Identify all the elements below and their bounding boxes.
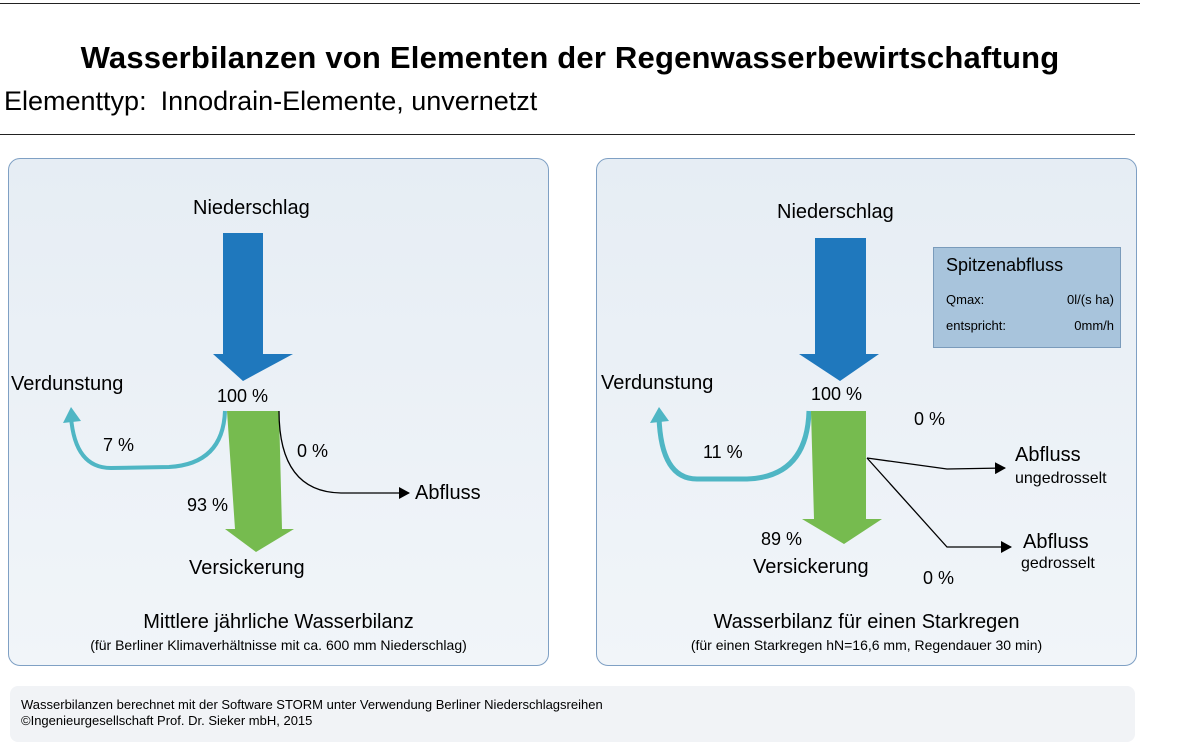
evaporation-arrow-head bbox=[650, 407, 669, 423]
heavy-rain-balance-panel: Niederschlag 100 % Verdunstung 11 % 0 % … bbox=[596, 158, 1137, 666]
runoff-unthrottled-label: Abfluss bbox=[1015, 444, 1081, 466]
infiltration-arrow bbox=[802, 411, 882, 544]
heavy-rain-caption-note: (für einen Starkregen hN=16,6 mm, Regend… bbox=[690, 637, 1043, 653]
precipitation-percent: 100 % bbox=[811, 384, 863, 404]
footer-line-1: Wasserbilanzen berechnet mit der Softwar… bbox=[21, 697, 603, 712]
evaporation-label: Verdunstung bbox=[601, 372, 714, 394]
evaporation-arrow bbox=[69, 410, 227, 471]
runoff-throttled-sub: gedrosselt bbox=[1021, 555, 1095, 572]
infiltration-percent: 93 % bbox=[187, 495, 229, 515]
qmax-label: Qmax: bbox=[946, 292, 985, 307]
element-type-label: Elementtyp: bbox=[4, 86, 147, 116]
page-title: Wasserbilanzen von Elementen der Regenwa… bbox=[80, 40, 1060, 75]
runoff-line bbox=[278, 410, 410, 499]
annual-flow-diagram bbox=[63, 233, 410, 552]
evaporation-percent: 7 % bbox=[103, 435, 135, 455]
infiltration-label: Versickerung bbox=[753, 556, 869, 578]
precipitation-arrow bbox=[799, 238, 879, 381]
top-rule bbox=[0, 3, 1140, 4]
equivalent-value: 0mm/h bbox=[1074, 318, 1114, 333]
precipitation-label: Niederschlag bbox=[777, 201, 894, 223]
annual-caption-note: (für Berliner Klimaverhältnisse mit ca. … bbox=[90, 637, 467, 653]
infiltration-percent: 89 % bbox=[761, 529, 803, 549]
runoff-label: Abfluss bbox=[415, 482, 481, 504]
heavy-rain-flow-diagram bbox=[650, 238, 1012, 553]
annual-balance-panel: Niederschlag 100 % Verdunstung 7 % 0 % A… bbox=[8, 158, 549, 666]
infiltration-arrow bbox=[225, 411, 294, 552]
qmax-value: 0l/(s ha) bbox=[1067, 292, 1114, 307]
header-rule bbox=[0, 134, 1135, 135]
heavy-rain-caption-title: Wasserbilanz für einen Starkregen bbox=[713, 611, 1020, 633]
evaporation-label: Verdunstung bbox=[11, 373, 124, 395]
evaporation-arrow-head bbox=[63, 407, 81, 423]
infiltration-label: Versickerung bbox=[189, 557, 305, 579]
runoff-unthrottled-sub: ungedrosselt bbox=[1015, 470, 1107, 487]
footer-note: Wasserbilanzen berechnet mit der Softwar… bbox=[10, 686, 1135, 742]
footer-line-2: ©Ingenieurgesellschaft Prof. Dr. Sieker … bbox=[21, 713, 313, 728]
element-type-value: Innodrain-Elemente, unvernetzt bbox=[160, 86, 538, 116]
precipitation-arrow bbox=[213, 233, 293, 381]
precipitation-percent: 100 % bbox=[217, 386, 269, 406]
peak-runoff-box: Spitzenabfluss Qmax: 0l/(s ha) entsprich… bbox=[933, 247, 1121, 348]
runoff-throttled-label: Abfluss bbox=[1023, 531, 1089, 553]
precipitation-label: Niederschlag bbox=[193, 197, 310, 219]
evaporation-arrow bbox=[656, 410, 812, 482]
evaporation-percent: 11 % bbox=[703, 442, 743, 462]
runoff-percent: 0 % bbox=[297, 441, 329, 461]
runoff-unthrottled-line bbox=[866, 457, 1006, 475]
runoff-throttled-line bbox=[866, 457, 1012, 553]
element-type-line: Elementtyp: Innodrain-Elemente, unvernetz… bbox=[4, 86, 537, 117]
peak-runoff-title: Spitzenabfluss bbox=[946, 255, 1064, 275]
runoff-unthrottled-percent: 0 % bbox=[914, 409, 946, 429]
runoff-throttled-percent: 0 % bbox=[923, 568, 955, 588]
annual-caption-title: Mittlere jährliche Wasserbilanz bbox=[143, 611, 414, 633]
equivalent-label: entspricht: bbox=[946, 318, 1006, 333]
